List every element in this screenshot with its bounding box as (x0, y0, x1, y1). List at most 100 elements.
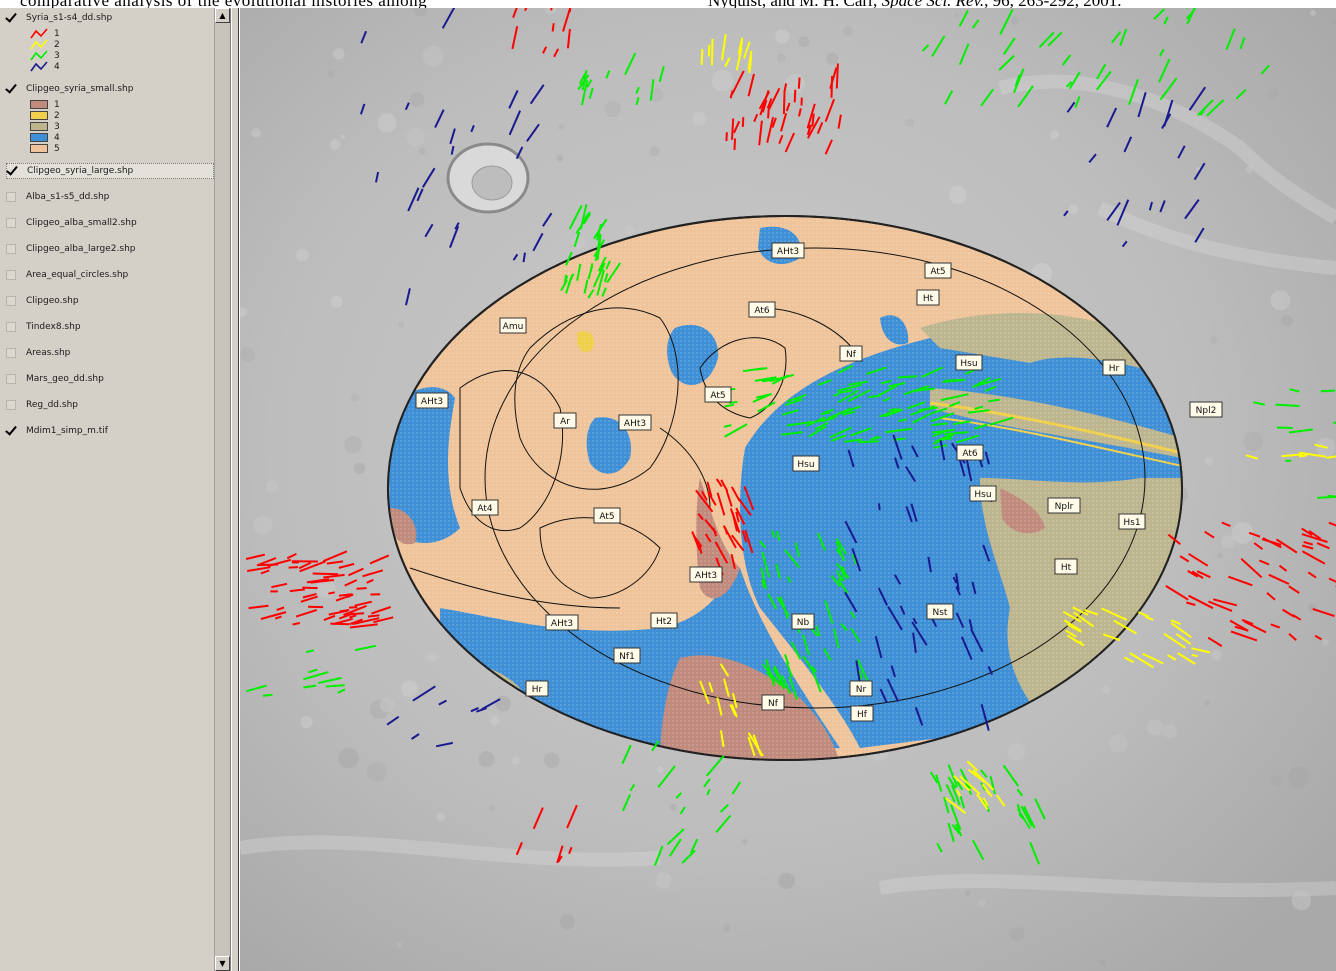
svg-text:Hsu: Hsu (960, 359, 977, 369)
layer-row[interactable]: Tindex8.shp (6, 319, 81, 335)
svg-text:At5: At5 (930, 267, 945, 277)
unit-label: AHt3 (771, 242, 805, 259)
unit-label: At6 (956, 444, 984, 461)
layer-row[interactable]: Areas.shp (6, 345, 70, 361)
svg-text:Nst: Nst (933, 608, 948, 618)
caption-authors: Nyquist, and M. H. Carr, (708, 0, 882, 8)
svg-text:Nplr: Nplr (1055, 502, 1074, 512)
unit-label: Hr (525, 680, 549, 697)
layer-visibility-checkbox[interactable] (6, 244, 16, 254)
legend-label: 4 (54, 132, 60, 143)
layer-visibility-checkbox[interactable] (6, 296, 16, 306)
svg-text:Hsu: Hsu (974, 490, 991, 500)
legend-label: 1 (54, 99, 60, 110)
layer-row[interactable]: Mars_geo_dd.shp (6, 371, 104, 387)
layer-name: Clipgeo_alba_small2.shp (26, 218, 137, 228)
unit-label: Hs1 (1118, 513, 1146, 530)
layer-visibility-checkbox[interactable] (6, 374, 16, 384)
layer-row[interactable]: Syria_s1-s4_dd.shp (6, 10, 112, 26)
svg-text:Ht2: Ht2 (656, 617, 672, 627)
svg-text:AHt3: AHt3 (777, 247, 799, 257)
layer-row[interactable]: Clipgeo_alba_small2.shp (6, 215, 137, 231)
fill-symbol-swatch (30, 133, 48, 142)
caption-left-text: comparative analysis of the evolutional … (20, 0, 427, 8)
unit-label: AHt3 (618, 414, 652, 431)
unit-label: Nf (839, 345, 863, 362)
layer-row[interactable]: Clipgeo.shp (6, 293, 79, 309)
layer-name: Mdim1_simp_m.tif (26, 426, 108, 436)
layer-name: Reg_dd.shp (26, 400, 78, 410)
line-symbol-icon (30, 28, 48, 39)
svg-text:Hr: Hr (532, 685, 543, 695)
unit-label: Hr (1102, 359, 1126, 376)
layer-visibility-checkbox[interactable] (7, 166, 17, 176)
legend-entry: 4 (30, 132, 60, 143)
panel-splitter[interactable] (231, 8, 239, 971)
layer-row[interactable]: Alba_s1-s5_dd.shp (6, 189, 109, 205)
svg-text:Npl2: Npl2 (1196, 406, 1217, 416)
svg-text:Nf: Nf (768, 699, 779, 709)
unit-label: AHt3 (545, 614, 579, 631)
svg-text:AHt3: AHt3 (421, 397, 443, 407)
fill-symbol-swatch (30, 100, 48, 109)
line-symbol-icon (30, 50, 48, 61)
fill-symbol-swatch (30, 144, 48, 153)
legend-label: 5 (54, 143, 60, 154)
document-caption-strip: comparative analysis of the evolutional … (0, 0, 1336, 8)
unit-label: At5 (704, 386, 732, 403)
unit-label: Nf1 (613, 647, 641, 664)
legend-entry: 3 (30, 50, 60, 61)
unit-label: Hsu (792, 455, 820, 472)
layer-visibility-checkbox[interactable] (6, 322, 16, 332)
table-of-contents-panel: Syria_s1-s4_dd.shp 1 2 3 4 Clipgeo_syria_smal… (0, 8, 231, 971)
layer-name: Alba_s1-s5_dd.shp (26, 192, 110, 202)
unit-label: Amu (499, 317, 527, 334)
legend-entry: 5 (30, 143, 60, 154)
layer-name: Clipgeo_syria_large.shp (27, 166, 134, 176)
map-canvas[interactable]: AHt3 At5 Ht At6 Amu Nf Hsu Hr Npl2 AHt3 At5 Ar AHt3 A… (240, 8, 1336, 971)
toc-scrollbar[interactable]: ▲ ▼ (214, 8, 230, 971)
legend-label: 4 (54, 61, 60, 72)
scroll-up-button[interactable]: ▲ (215, 8, 230, 23)
legend-label: 3 (54, 50, 60, 61)
layer-visibility-checkbox[interactable] (6, 270, 16, 280)
layer-name: Areas.shp (26, 348, 71, 358)
layer-row[interactable]: Clipgeo_alba_large2.shp (6, 241, 136, 257)
caption-volume: , 96, 263-292, 2001. (984, 0, 1121, 8)
layer-row[interactable]: Reg_dd.shp (6, 397, 78, 413)
layer-visibility-checkbox[interactable] (6, 426, 16, 436)
layer-visibility-checkbox[interactable] (6, 348, 16, 358)
legend-label: 3 (54, 121, 60, 132)
scroll-down-button[interactable]: ▼ (215, 956, 230, 971)
volcano-crater (446, 142, 530, 214)
svg-text:AHt3: AHt3 (695, 571, 717, 581)
unit-label: At5 (924, 262, 952, 279)
map-viewport[interactable]: AHt3 At5 Ht At6 Amu Nf Hsu Hr Npl2 AHt3 At5 Ar AHt3 A… (240, 8, 1336, 971)
svg-text:At5: At5 (599, 512, 614, 522)
layer-name: Clipgeo.shp (26, 296, 79, 306)
layer-visibility-checkbox[interactable] (6, 218, 16, 228)
svg-text:Ht: Ht (1061, 563, 1072, 573)
layer-row[interactable]: Mdim1_simp_m.tif (6, 423, 108, 439)
unit-label: Npl2 (1189, 401, 1223, 418)
layer-row[interactable]: Area_equal_circles.shp (6, 267, 128, 283)
layer-name: Clipgeo_alba_large2.shp (26, 244, 136, 254)
layer-visibility-checkbox[interactable] (6, 84, 16, 94)
layer-visibility-checkbox[interactable] (6, 192, 16, 202)
unit-labels: AHt3 At5 Ht At6 Amu Nf Hsu Hr Npl2 AHt3 At5 Ar AHt3 A… (415, 242, 1223, 722)
unit-texture-overlay (388, 216, 1182, 760)
legend-entry: 2 (30, 110, 60, 121)
layer-row[interactable]: Clipgeo_syria_small.shp (6, 81, 133, 97)
layer-name: Tindex8.shp (26, 322, 81, 332)
unit-label: Nst (926, 603, 954, 620)
svg-text:At6: At6 (754, 306, 770, 316)
legend-entry: 1 (30, 99, 60, 110)
layer-row[interactable]: Clipgeo_syria_large.shp (6, 163, 214, 179)
svg-text:Ar: Ar (560, 417, 570, 427)
caption-journal: Space Sci. Rev. (882, 0, 985, 8)
caption-right-text: Nyquist, and M. H. Carr, Space Sci. Rev.… (708, 0, 1122, 8)
layer-visibility-checkbox[interactable] (6, 400, 16, 410)
geologic-map[interactable] (387, 215, 1200, 768)
layer-visibility-checkbox[interactable] (6, 13, 16, 23)
svg-text:AHt3: AHt3 (551, 619, 573, 629)
